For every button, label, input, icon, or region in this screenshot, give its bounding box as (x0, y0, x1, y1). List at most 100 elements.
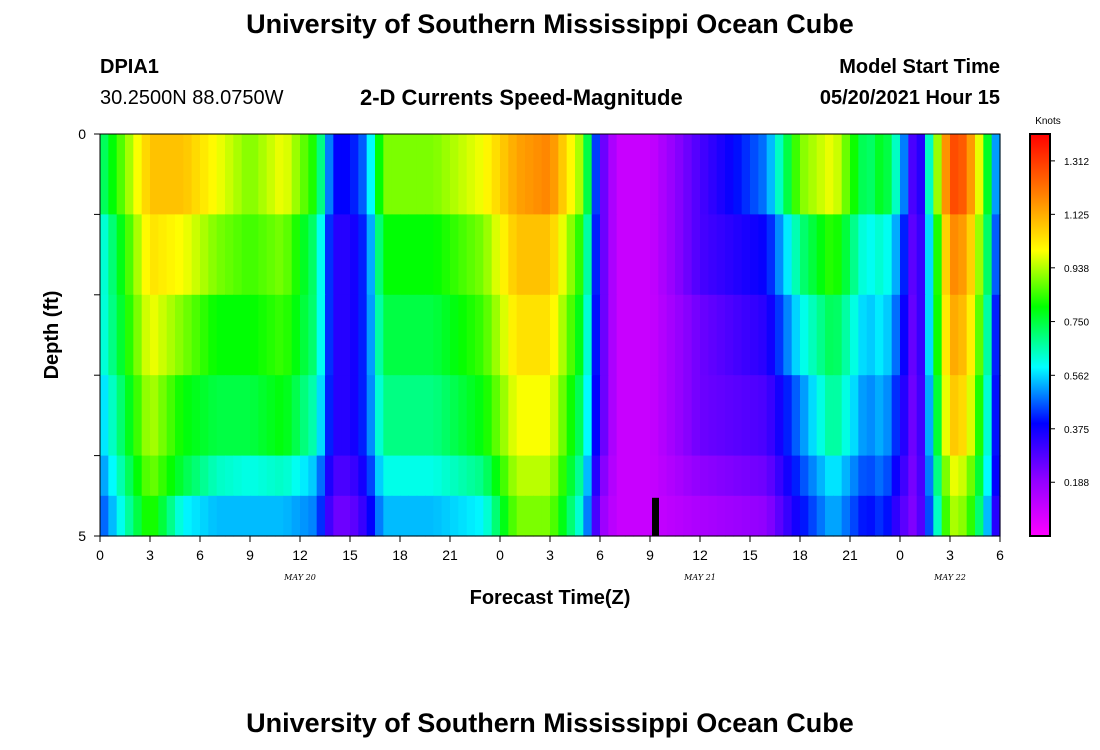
heatmap-cell (416, 495, 426, 537)
heatmap-cell (533, 214, 543, 296)
heatmap-cell (750, 214, 759, 296)
heatmap-cell (775, 375, 784, 457)
x-axis: 0 3 6 9 12 15 18 21 0 3 6 9 12 15 18 21 0 3 6 MAY 20 MAY 21 M… (96, 536, 1004, 582)
heatmap-cell (858, 455, 868, 497)
heatmap-cell (933, 214, 943, 296)
heatmap-cell (550, 294, 559, 376)
heatmap-cell (266, 455, 276, 497)
heatmap-cell (733, 495, 743, 537)
heatmap-cell (241, 134, 251, 215)
heatmap-cell (108, 495, 118, 537)
y-tick-label: 5 (78, 528, 86, 544)
heatmap-cell (116, 294, 126, 376)
heatmap-cell (966, 214, 976, 296)
heatmap-cell (758, 495, 768, 537)
heatmap-cell (266, 294, 276, 376)
heatmap-cell (250, 214, 259, 296)
heatmap-cell (891, 134, 901, 215)
heatmap-cell (183, 455, 193, 497)
heatmap-cell (200, 495, 209, 537)
heatmap-cell (566, 455, 576, 497)
heatmap-cell (658, 495, 668, 537)
heatmap-cell (450, 294, 459, 376)
heatmap-cell (308, 495, 318, 537)
heatmap-cell (891, 455, 901, 497)
heatmap-cell (841, 495, 851, 537)
heatmap-cell (125, 134, 134, 215)
heatmap-cell (975, 134, 984, 215)
heatmap-cell (958, 495, 968, 537)
heatmap-cell (866, 375, 876, 457)
heatmap-cell (508, 495, 518, 537)
heatmap-cell (733, 214, 743, 296)
heatmap-cell (408, 495, 418, 537)
heatmap-cell (991, 134, 1001, 215)
heatmap-cell (741, 495, 751, 537)
heatmap-cell (391, 214, 401, 296)
heatmap-cell (733, 375, 743, 457)
heatmap-cell (500, 214, 509, 296)
heatmap-cell (183, 375, 193, 457)
x-tick-label: 18 (792, 547, 808, 563)
heatmap-cell (925, 455, 934, 497)
heatmap-cell (100, 455, 109, 497)
heatmap-cell (275, 375, 284, 457)
heatmap-cell (458, 134, 468, 215)
heatmap-cell (291, 375, 301, 457)
heatmap-cell (775, 455, 784, 497)
heatmap-cell (633, 214, 643, 296)
heatmap-cell (508, 375, 518, 457)
heatmap-cell (266, 214, 276, 296)
heatmap-cell (475, 134, 484, 215)
heatmap-cell (391, 495, 401, 537)
heatmap-cell (833, 375, 843, 457)
heatmap-cell (566, 294, 576, 376)
heatmap-cell (508, 134, 518, 215)
heatmap-cell (800, 134, 809, 215)
heatmap-cell (225, 294, 234, 376)
heatmap-cell (475, 214, 484, 296)
x-tick-label: 21 (442, 547, 458, 563)
heatmap-cell (716, 214, 726, 296)
heatmap-cell (816, 495, 826, 537)
heatmap-cell (291, 294, 301, 376)
heatmap-cell (316, 294, 326, 376)
heatmap-cell (116, 134, 126, 215)
heatmap-cell (558, 294, 568, 376)
heatmap-cell (175, 375, 184, 457)
heatmap-cell (700, 134, 709, 215)
heatmap-cell (725, 495, 734, 537)
heatmap-cell (658, 455, 668, 497)
heatmap-cell (158, 495, 168, 537)
colorbar-tick-label: 0.188 (1064, 478, 1089, 489)
heatmap-cell (191, 455, 201, 497)
heatmap-cell (141, 455, 151, 497)
heatmap-cell (358, 294, 368, 376)
heatmap-cell (391, 134, 401, 215)
heatmap-cell (458, 495, 468, 537)
heatmap-cell (475, 495, 484, 537)
heatmap-cell (775, 495, 784, 537)
heatmap-cell (550, 495, 559, 537)
heatmap-cell (425, 455, 434, 497)
heatmap-cell (941, 294, 951, 376)
heatmap-cell (275, 495, 284, 537)
heatmap-cell (950, 495, 959, 537)
heatmap-cell (133, 495, 143, 537)
heatmap-cell (716, 134, 726, 215)
heatmap-cell (825, 134, 834, 215)
heatmap-cell (233, 294, 243, 376)
heatmap-cell (916, 495, 926, 537)
heatmap-cell (791, 455, 801, 497)
heatmap-cell (583, 455, 593, 497)
heatmap-cell (275, 214, 284, 296)
x-tick-label: 0 (896, 547, 904, 563)
heatmap-cell (133, 455, 143, 497)
heatmap-cell (625, 455, 634, 497)
heatmap-cell (983, 455, 993, 497)
heatmap-cell (225, 455, 234, 497)
heatmap-cell (300, 294, 309, 376)
heatmap-cell (591, 294, 601, 376)
heatmap-cell (216, 455, 226, 497)
